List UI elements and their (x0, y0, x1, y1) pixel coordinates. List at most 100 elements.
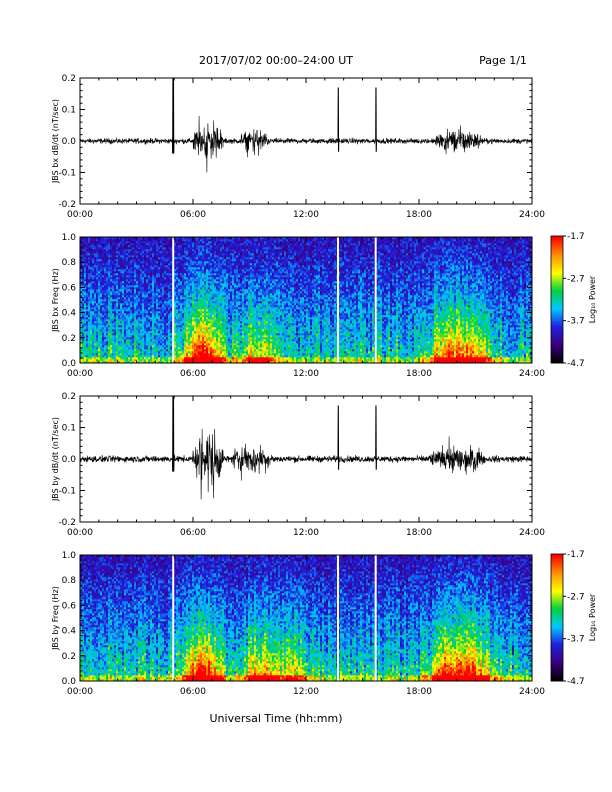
colorbar-segment (551, 668, 563, 671)
colorbar-segment (551, 265, 563, 269)
x-tick-label: 12:00 (293, 369, 319, 379)
colorbar-segment (551, 596, 563, 599)
y-tick-label: -0.1 (58, 169, 76, 179)
colorbar-segment (551, 356, 563, 360)
colorbar-segment (551, 286, 563, 290)
colorbar-segment (551, 560, 563, 563)
colorbar-segment (551, 634, 563, 637)
data-gap (172, 237, 175, 363)
colorbar-segment (551, 242, 563, 245)
colorbar-segment (551, 238, 563, 241)
x-tick-label: 24:00 (519, 528, 545, 538)
colorbar-segment (551, 598, 563, 601)
colorbar-segment (551, 305, 563, 309)
x-tick-label: 12:00 (293, 528, 319, 538)
colorbar-tick-label: -1.7 (567, 550, 585, 560)
panel-1: 00:00 06:00 12:00 18:00 24:00 -0.2 -0.1 0.0 0.1 0… (51, 74, 545, 220)
y-tick-label: 0.6 (62, 283, 77, 293)
colorbar-segment (551, 278, 563, 281)
y-tick-label: 0.1 (62, 424, 76, 434)
y-axis-label: JBS bx Freq (Hz) (51, 268, 60, 333)
colorbar-segment (551, 352, 563, 355)
colorbar-frame (550, 553, 564, 682)
x-tick-label: 06:00 (180, 210, 206, 220)
x-tick-label: 24:00 (519, 210, 545, 220)
colorbar-segment (551, 320, 563, 324)
y-axis-label: JBS by dB/dt (nT/sec) (51, 417, 60, 502)
colorbar-tick-label: -4.7 (567, 677, 585, 687)
colorbar-segment (551, 284, 563, 288)
colorbar-segment (551, 261, 563, 264)
colorbar-segment (551, 657, 563, 661)
panel-2: 00:00 06:00 12:00 18:00 24:00 0.0 0.2 0.4 0.6 0.8… (51, 233, 545, 379)
y-tick-label: 0.8 (62, 576, 77, 586)
colorbar-segment (551, 585, 563, 589)
colorbar-frame (550, 235, 564, 364)
x-tick-label: 18:00 (406, 210, 432, 220)
colorbar-segment (551, 613, 563, 616)
colorbar-segment (551, 625, 563, 629)
colorbar-segment (551, 337, 563, 341)
colorbar-segment (551, 322, 563, 326)
colorbar-segment (551, 623, 563, 627)
colorbar-segment (551, 564, 563, 568)
series-line (80, 78, 532, 173)
colorbar-segment (551, 346, 563, 349)
colorbar-segment (551, 579, 563, 582)
colorbar-segment (551, 583, 563, 587)
colorbar-segment (551, 602, 563, 606)
page-number: Page 1/1 (479, 54, 527, 67)
colorbar-segment (551, 655, 563, 659)
y-axis-label: JBS bx dB/dt (nT/sec) (51, 99, 60, 184)
colorbar-segment (551, 653, 563, 656)
colorbar-segment (551, 666, 563, 669)
colorbar-tick-label: -1.7 (567, 232, 585, 242)
colorbar-segment (551, 628, 563, 631)
colorbar-segment (551, 558, 563, 561)
colorbar-segment (551, 246, 563, 250)
colorbar-segment (551, 358, 563, 362)
colorbar-segment (551, 301, 563, 305)
colorbar-segment (551, 581, 563, 585)
colorbar-segment (551, 621, 563, 625)
colorbar-segment (551, 282, 563, 286)
y-tick-label: 0.4 (62, 627, 77, 637)
colorbar-segment (551, 587, 563, 591)
colorbar-segment (551, 672, 563, 676)
colorbar-segment (551, 360, 563, 364)
colorbar-segment (551, 609, 563, 612)
colorbar-segment (551, 339, 563, 343)
colorbar-segment (551, 316, 563, 319)
colorbar-segment (551, 248, 563, 252)
panel-3: 00:00 06:00 12:00 18:00 24:00 -0.2 -0.1 0.0 0.1 0… (51, 392, 545, 538)
colorbar-segment (551, 348, 563, 351)
colorbar-segment (551, 556, 563, 559)
y-tick-label: 1.0 (62, 233, 77, 243)
colorbar-segment (551, 566, 563, 570)
colorbar-segment (551, 604, 563, 608)
x-tick-label: 00:00 (67, 687, 93, 697)
y-tick-label: -0.2 (58, 200, 76, 210)
y-tick-label: -0.1 (58, 487, 76, 497)
colorbar-tick-label: -3.7 (567, 635, 585, 645)
x-axis-label: Universal Time (hh:mm) (210, 712, 343, 725)
colorbar-segment (551, 335, 563, 338)
colorbar-segment (551, 630, 563, 633)
x-tick-label: 18:00 (406, 369, 432, 379)
colorbar-segment (551, 350, 563, 353)
colorbar-segment (551, 568, 563, 572)
colorbar-segment (551, 271, 563, 275)
colorbar-segment (551, 324, 563, 328)
y-tick-label: 0.0 (62, 137, 77, 147)
colorbar-1: -1.7 -2.7 -3.7 -4.7 Log₁₀ Power (550, 232, 597, 369)
x-tick-label: 00:00 (67, 210, 93, 220)
colorbar-segment (551, 255, 563, 258)
y-axis-label: JBS by Freq (Hz) (51, 586, 60, 651)
colorbar-label: Log₁₀ Power (588, 275, 597, 323)
heatmap-cells (80, 237, 533, 364)
colorbar-segment (551, 664, 563, 667)
colorbar-segment (551, 343, 563, 347)
page-title: 2017/07/02 00:00–24:00 UT (199, 54, 353, 67)
